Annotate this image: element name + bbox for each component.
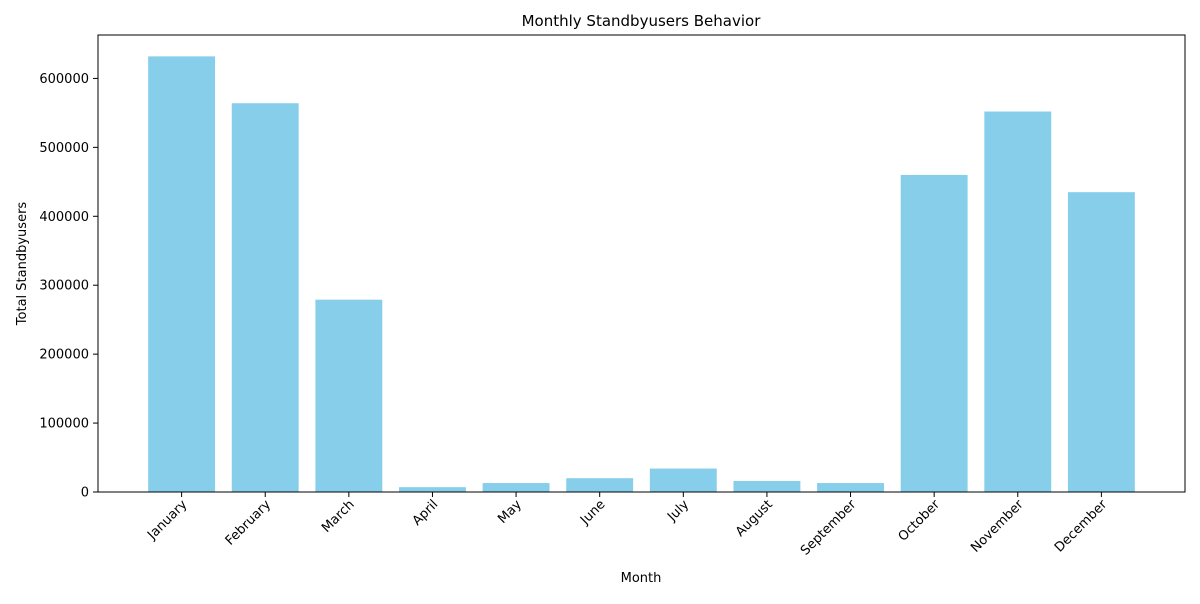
bar-march (315, 299, 383, 492)
bar-december (1067, 192, 1135, 492)
bars-layer (148, 56, 1135, 493)
y-axis: 0 100000 200000 300000 400000 500000 600000 (39, 72, 98, 501)
x-tick-label: March (319, 497, 358, 536)
y-tick-label: 600000 (39, 72, 89, 87)
chart-title: Monthly Standbyusers Behavior (522, 12, 762, 30)
y-tick-label: 0 (81, 486, 89, 501)
y-axis-title: Total Standbyusers (15, 202, 30, 327)
bar-may (482, 483, 550, 492)
x-tick-label: May (495, 497, 525, 527)
x-tick-label: September (798, 497, 860, 559)
x-tick-label: October (896, 497, 944, 545)
plot-frame (97, 34, 1186, 493)
bar-october (900, 174, 968, 492)
x-axis-title: Month (621, 571, 662, 586)
x-tick-label: February (223, 497, 275, 549)
x-tick-label: January (144, 497, 190, 543)
bar-june (566, 478, 634, 492)
bar-november (984, 111, 1052, 492)
x-tick-label: April (410, 497, 442, 529)
bar-july (649, 468, 717, 492)
bar-january (148, 56, 216, 493)
y-tick-label: 500000 (39, 141, 89, 156)
x-axis: January February March April May June July Augu… (144, 492, 1111, 559)
y-tick-label: 200000 (39, 348, 89, 363)
bar-september (817, 483, 884, 492)
y-tick-label: 300000 (39, 279, 89, 294)
x-tick-label: June (577, 497, 608, 528)
bar-april (399, 487, 466, 492)
x-tick-label: December (1052, 497, 1111, 556)
y-tick-label: 100000 (39, 417, 89, 432)
y-tick-label: 400000 (39, 210, 89, 225)
x-tick-label: August (733, 497, 776, 540)
bar-february (231, 103, 299, 493)
bar-august (733, 480, 801, 492)
x-tick-label: November (968, 497, 1027, 556)
x-tick-label: July (664, 497, 692, 525)
